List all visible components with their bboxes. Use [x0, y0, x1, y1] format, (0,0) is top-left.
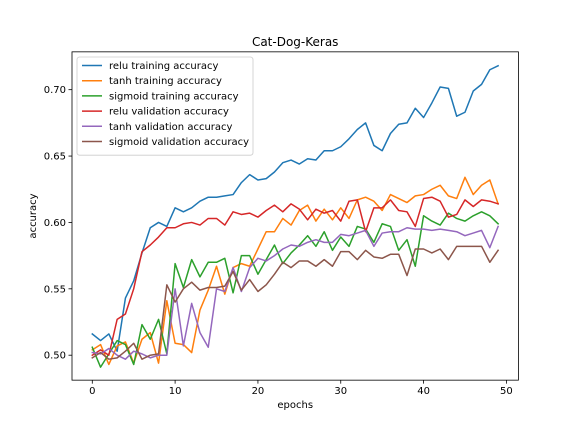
- series-line-6: [91, 245, 500, 360]
- x-axis-label: epochs: [277, 400, 313, 411]
- x-tick-label: 10: [169, 386, 182, 397]
- x-axis: 0 10 20 30 40 50: [89, 380, 513, 397]
- series-line-1: [91, 64, 500, 352]
- y-axis-label: accuracy: [28, 193, 39, 238]
- legend-label: sigmoid training accuracy: [109, 91, 239, 102]
- legend-label: sigmoid validation accuracy: [109, 137, 249, 148]
- y-axis: 0.50 0.55 0.60 0.65 0.70: [44, 85, 72, 362]
- legend-label: tanh training accuracy: [109, 76, 222, 87]
- y-tick-label: 0.50: [44, 351, 66, 362]
- y-tick-label: 0.65: [44, 152, 66, 163]
- legend-label: relu validation accuracy: [109, 107, 229, 118]
- legend-label: tanh validation accuracy: [109, 122, 233, 133]
- y-tick-label: 0.60: [44, 218, 66, 229]
- x-tick-label: 0: [89, 386, 95, 397]
- series-line-5: [91, 225, 500, 360]
- legend: relu training accuracy tanh training accu…: [76, 56, 254, 156]
- y-tick-label: 0.70: [44, 85, 66, 96]
- plot-frame: [71, 51, 519, 381]
- series-line-3: [91, 211, 500, 368]
- chart-title: Cat-Dog-Keras: [252, 35, 339, 49]
- series-line-2: [91, 176, 500, 366]
- x-tick-label: 50: [500, 386, 513, 397]
- x-tick-label: 20: [252, 386, 265, 397]
- legend-label: relu training accuracy: [109, 61, 218, 72]
- y-tick-label: 0.55: [44, 284, 66, 295]
- x-tick-label: 40: [417, 386, 430, 397]
- plot-lines: [91, 64, 500, 368]
- x-tick-label: 30: [334, 386, 347, 397]
- series-line-4: [91, 196, 500, 357]
- legend-box: [76, 56, 254, 156]
